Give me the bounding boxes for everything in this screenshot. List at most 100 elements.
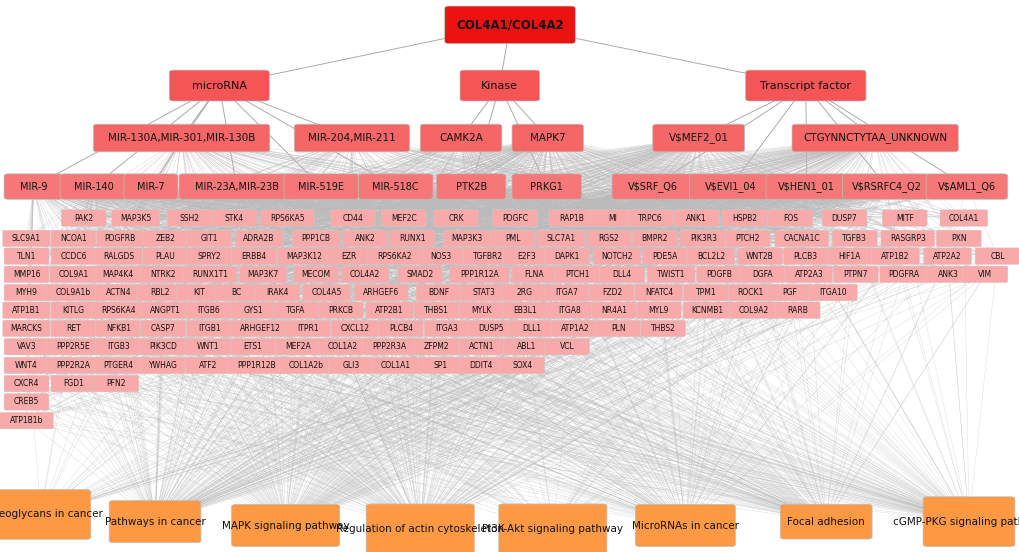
Text: V$AML1_Q6: V$AML1_Q6 bbox=[937, 181, 995, 192]
Text: ITGB1: ITGB1 bbox=[198, 324, 220, 333]
FancyBboxPatch shape bbox=[459, 302, 503, 319]
FancyBboxPatch shape bbox=[341, 266, 388, 283]
FancyBboxPatch shape bbox=[330, 210, 375, 226]
FancyBboxPatch shape bbox=[490, 230, 535, 247]
FancyBboxPatch shape bbox=[326, 248, 371, 264]
Text: COL9A1b: COL9A1b bbox=[56, 288, 91, 297]
FancyBboxPatch shape bbox=[416, 284, 461, 301]
Text: SP1: SP1 bbox=[433, 361, 447, 370]
FancyBboxPatch shape bbox=[632, 230, 677, 247]
Text: DUSP5: DUSP5 bbox=[477, 324, 503, 333]
FancyBboxPatch shape bbox=[95, 266, 142, 283]
Text: MIR-140: MIR-140 bbox=[74, 182, 113, 192]
Text: Pathways in cancer: Pathways in cancer bbox=[105, 517, 205, 527]
Text: TRPC6: TRPC6 bbox=[638, 214, 662, 222]
FancyBboxPatch shape bbox=[589, 284, 634, 301]
Text: VAV3: VAV3 bbox=[16, 342, 37, 351]
Text: V$SRF_Q6: V$SRF_Q6 bbox=[627, 181, 678, 192]
Text: CREB5: CREB5 bbox=[14, 397, 39, 406]
Text: MicroRNAs in cancer: MicroRNAs in cancer bbox=[632, 521, 738, 530]
Text: COL9A1: COL9A1 bbox=[58, 270, 89, 279]
Text: ABL1: ABL1 bbox=[517, 342, 535, 351]
Text: VIM: VIM bbox=[977, 270, 991, 279]
FancyBboxPatch shape bbox=[683, 302, 730, 319]
FancyBboxPatch shape bbox=[381, 210, 426, 226]
FancyBboxPatch shape bbox=[389, 230, 434, 247]
Text: MARCKS: MARCKS bbox=[10, 324, 43, 333]
Text: COL1A1: COL1A1 bbox=[380, 361, 411, 370]
Text: MAPK signaling pathway: MAPK signaling pathway bbox=[221, 521, 350, 530]
Text: V$MEF2_01: V$MEF2_01 bbox=[668, 132, 728, 144]
FancyBboxPatch shape bbox=[544, 248, 589, 264]
Text: COL1A2: COL1A2 bbox=[327, 342, 358, 351]
FancyBboxPatch shape bbox=[636, 302, 681, 319]
FancyBboxPatch shape bbox=[255, 284, 300, 301]
FancyBboxPatch shape bbox=[47, 284, 100, 301]
Text: EZR: EZR bbox=[340, 252, 357, 261]
FancyBboxPatch shape bbox=[235, 230, 282, 247]
Text: NR4A1: NR4A1 bbox=[600, 306, 627, 315]
Text: ITGA10: ITGA10 bbox=[818, 288, 847, 297]
Text: CBL: CBL bbox=[989, 252, 1004, 261]
FancyBboxPatch shape bbox=[186, 320, 231, 337]
FancyBboxPatch shape bbox=[842, 174, 929, 199]
Text: RPS6KA5: RPS6KA5 bbox=[270, 214, 305, 222]
FancyBboxPatch shape bbox=[328, 357, 373, 374]
FancyBboxPatch shape bbox=[512, 124, 583, 152]
FancyBboxPatch shape bbox=[922, 497, 1014, 546]
Text: PIK3R3: PIK3R3 bbox=[690, 234, 716, 243]
Text: ANK1: ANK1 bbox=[686, 214, 706, 222]
FancyBboxPatch shape bbox=[640, 320, 685, 337]
FancyBboxPatch shape bbox=[318, 302, 363, 319]
FancyBboxPatch shape bbox=[544, 284, 589, 301]
Text: TPM1: TPM1 bbox=[695, 288, 715, 297]
Text: STAT3: STAT3 bbox=[472, 288, 494, 297]
Text: PPP2R3A: PPP2R3A bbox=[372, 342, 407, 351]
FancyBboxPatch shape bbox=[414, 302, 459, 319]
FancyBboxPatch shape bbox=[628, 210, 673, 226]
Text: RGS2: RGS2 bbox=[598, 234, 619, 243]
FancyBboxPatch shape bbox=[342, 230, 387, 247]
FancyBboxPatch shape bbox=[780, 505, 871, 539]
Text: ANK3: ANK3 bbox=[937, 270, 958, 279]
FancyBboxPatch shape bbox=[397, 266, 442, 283]
FancyBboxPatch shape bbox=[230, 302, 275, 319]
FancyBboxPatch shape bbox=[93, 124, 269, 152]
FancyBboxPatch shape bbox=[239, 266, 286, 283]
FancyBboxPatch shape bbox=[143, 248, 187, 264]
Text: ATF2: ATF2 bbox=[199, 361, 217, 370]
FancyBboxPatch shape bbox=[331, 320, 378, 337]
Text: PPP2R2A: PPP2R2A bbox=[56, 361, 91, 370]
Text: MYL9: MYL9 bbox=[648, 306, 668, 315]
FancyBboxPatch shape bbox=[689, 174, 770, 199]
Text: PLCB3: PLCB3 bbox=[793, 252, 817, 261]
FancyBboxPatch shape bbox=[279, 357, 332, 374]
FancyBboxPatch shape bbox=[230, 338, 275, 355]
Text: CRK: CRK bbox=[447, 214, 464, 222]
FancyBboxPatch shape bbox=[537, 230, 584, 247]
Text: WNT2B: WNT2B bbox=[745, 252, 773, 261]
FancyBboxPatch shape bbox=[512, 266, 556, 283]
Text: DLL1: DLL1 bbox=[522, 324, 540, 333]
FancyBboxPatch shape bbox=[47, 338, 100, 355]
Text: STK4: STK4 bbox=[225, 214, 244, 222]
Text: NFATC4: NFATC4 bbox=[644, 288, 673, 297]
Text: NOTCH2: NOTCH2 bbox=[601, 252, 632, 261]
FancyBboxPatch shape bbox=[61, 210, 106, 226]
Text: ERBB4: ERBB4 bbox=[242, 252, 266, 261]
Text: ARHGEF12: ARHGEF12 bbox=[239, 324, 280, 333]
Text: TWIST1: TWIST1 bbox=[656, 270, 685, 279]
Text: PPP1R12A: PPP1R12A bbox=[460, 270, 498, 279]
FancyBboxPatch shape bbox=[935, 230, 980, 247]
Text: PDGFRB: PDGFRB bbox=[105, 234, 136, 243]
FancyBboxPatch shape bbox=[436, 174, 505, 199]
FancyBboxPatch shape bbox=[227, 357, 286, 374]
FancyBboxPatch shape bbox=[826, 248, 871, 264]
Text: PML: PML bbox=[504, 234, 521, 243]
Text: FGD1: FGD1 bbox=[63, 379, 84, 388]
Text: MMP16: MMP16 bbox=[13, 270, 40, 279]
FancyBboxPatch shape bbox=[319, 338, 366, 355]
Text: PRKCB: PRKCB bbox=[328, 306, 353, 315]
Text: MAP3K3: MAP3K3 bbox=[451, 234, 482, 243]
FancyBboxPatch shape bbox=[186, 302, 231, 319]
